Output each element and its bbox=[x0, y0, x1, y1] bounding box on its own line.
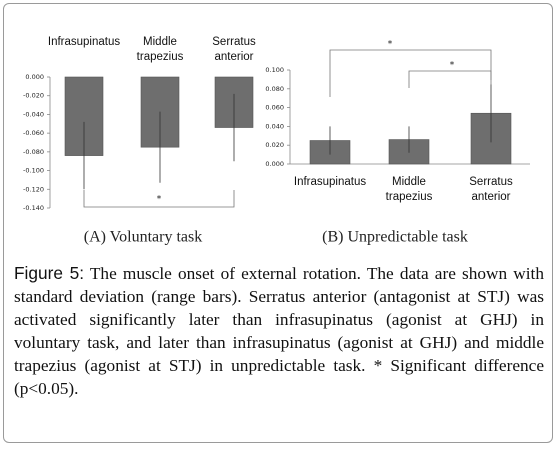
x-label-box: Middle trapezius bbox=[359, 175, 459, 205]
x-tick-label: Serratus anterior bbox=[184, 35, 284, 65]
x-label-box: Infrasupinatus bbox=[280, 175, 380, 190]
x-tick-text: Serratus anterior bbox=[469, 176, 513, 203]
x-tick-text: Infrasupinatus bbox=[293, 176, 367, 188]
y-tick-label: 0.000 bbox=[25, 73, 44, 81]
y-tick-label: 0.060 bbox=[265, 104, 284, 112]
x-tick-label: Infrasupinatus bbox=[280, 175, 380, 190]
y-tick-label: 0.000 bbox=[265, 160, 284, 168]
figure-charts: 0.000 -0.020 -0.040 -0.060 -0.080 -0.100 -0.12… bbox=[23, 35, 541, 246]
x-tick-label: Middle trapezius bbox=[359, 175, 459, 205]
y-tick-label: -0.100 bbox=[23, 167, 44, 175]
panel-title: (A) Voluntary task bbox=[84, 229, 203, 246]
significance-mark: * bbox=[157, 195, 162, 205]
figure-frame bbox=[3, 3, 553, 443]
y-tick-label: -0.120 bbox=[23, 185, 44, 193]
y-tick-label: -0.040 bbox=[23, 110, 44, 118]
y-tick-label: -0.140 bbox=[23, 204, 44, 212]
panel-title: (B) Unpredictable task bbox=[322, 229, 468, 246]
x-tick-text: Middle trapezius bbox=[136, 36, 184, 63]
y-tick-label: 0.080 bbox=[265, 85, 284, 93]
x-tick-text: Infrasupinatus bbox=[47, 36, 121, 48]
significance-bracket bbox=[329, 49, 492, 97]
x-label-box: Middle trapezius bbox=[110, 35, 210, 65]
x-tick-text: Serratus anterior bbox=[212, 36, 256, 63]
x-label-box: Serratus anterior bbox=[441, 175, 541, 205]
significance-bracket bbox=[83, 190, 235, 208]
caption-label: Figure 5: bbox=[14, 263, 85, 283]
significance-mark: * bbox=[388, 40, 393, 50]
y-tick-label: 0.100 bbox=[265, 66, 284, 74]
x-label-box: Infrasupinatus bbox=[34, 35, 134, 50]
x-tick-label: Serratus anterior bbox=[441, 175, 541, 205]
y-tick-label: -0.020 bbox=[23, 92, 44, 100]
x-tick-label: Infrasupinatus bbox=[34, 35, 134, 50]
significance-mark: * bbox=[450, 61, 455, 71]
figure-caption: Figure 5: The muscle onset of external r… bbox=[14, 262, 544, 400]
y-tick-label: 0.020 bbox=[265, 141, 284, 149]
x-tick-label: Middle trapezius bbox=[110, 35, 210, 65]
y-tick-label: -0.060 bbox=[23, 129, 44, 137]
y-tick-label: -0.080 bbox=[23, 148, 44, 156]
x-tick-text: Middle trapezius bbox=[385, 176, 433, 203]
significance-bracket bbox=[408, 70, 492, 88]
y-tick-label: 0.040 bbox=[265, 122, 284, 130]
x-label-box: Serratus anterior bbox=[184, 35, 284, 65]
caption-text: The muscle onset of external rotation. T… bbox=[14, 264, 544, 398]
